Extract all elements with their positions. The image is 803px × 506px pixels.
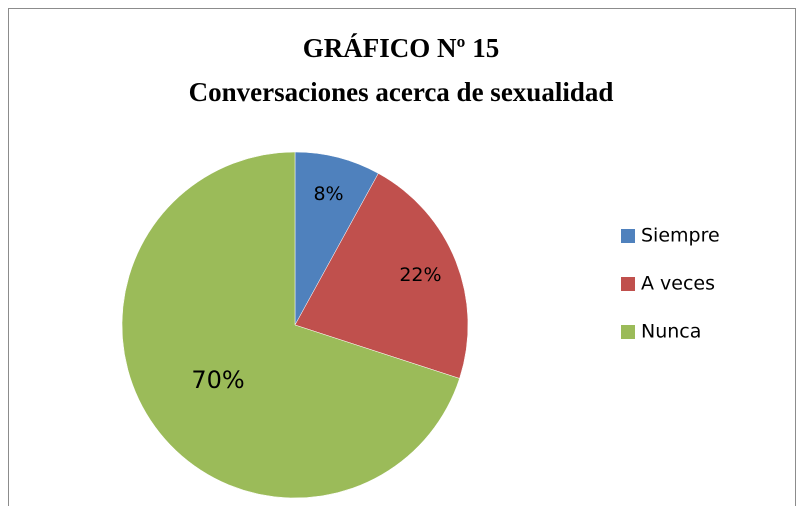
- data-label: 70%: [191, 366, 244, 394]
- pie-slice: [121, 151, 460, 499]
- chart-title: GRÁFICO Nº 15: [303, 33, 499, 63]
- legend-label: Nunca: [641, 321, 701, 343]
- legend-label: Siempre: [641, 225, 720, 247]
- chart-frame: [8, 8, 796, 506]
- legend-swatch: [621, 229, 635, 243]
- legend-label: A veces: [641, 273, 715, 295]
- chart-subtitle: Conversaciones acerca de sexualidad: [189, 77, 614, 107]
- legend-swatch: [621, 277, 635, 291]
- data-label: 8%: [313, 183, 343, 205]
- legend-swatch: [621, 325, 635, 339]
- data-label: 22%: [399, 264, 441, 286]
- pie-slice: [294, 173, 469, 379]
